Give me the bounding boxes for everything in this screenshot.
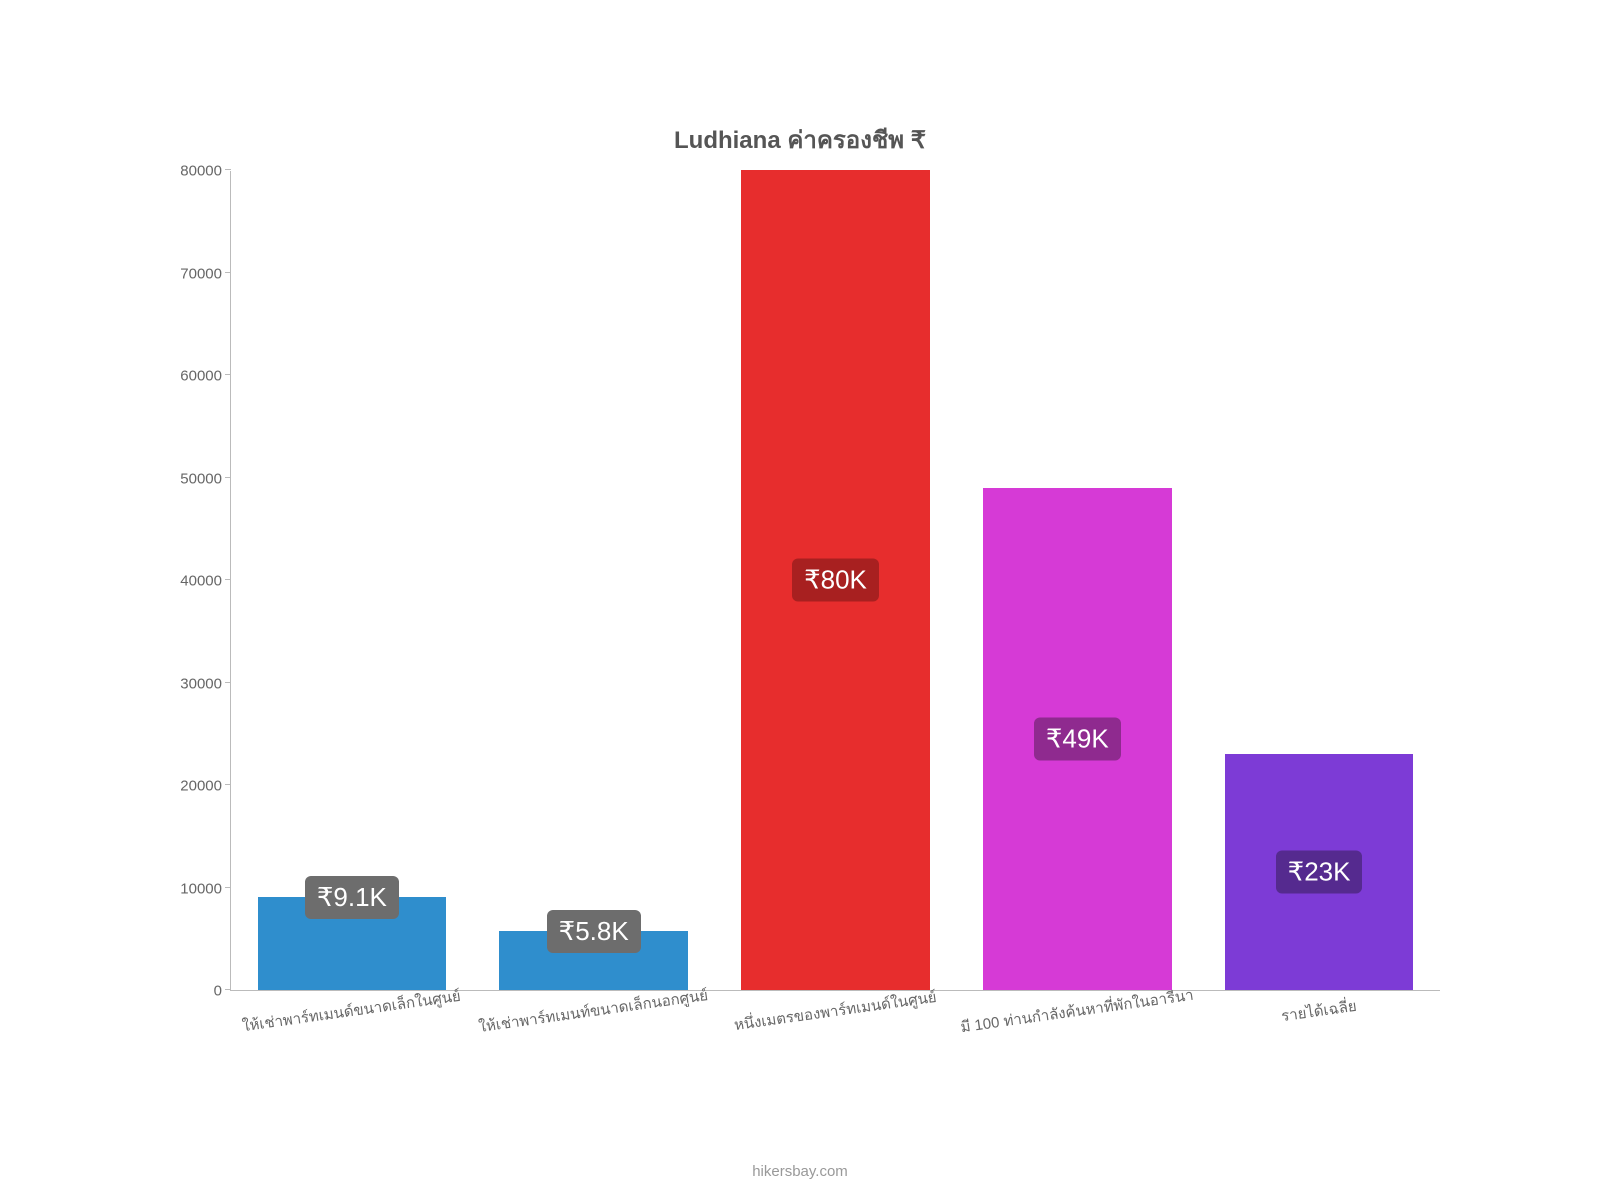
bar-value-label: ₹80K (792, 559, 879, 602)
bar-slot: ₹5.8K (473, 171, 715, 990)
x-category-label: รายได้เฉลี่ย (1280, 994, 1358, 1028)
plot-area: 0100002000030000400005000060000700008000… (160, 171, 1440, 991)
x-category-label: หนึ่งเมตรของพาร์ทเมนด์ในศูนย์ (732, 985, 938, 1037)
y-tick-label: 60000 (180, 368, 222, 385)
x-category-label: ให้เช่าพาร์ทเมนด์ขนาดเล็กในศูนย์ (240, 984, 462, 1038)
bar: ₹5.8K (499, 931, 688, 990)
bars-region: ₹9.1K ₹5.8K ₹80K ₹49K ₹23K (230, 171, 1440, 991)
bar-value-label: ₹23K (1276, 851, 1363, 894)
bar-slot: ₹80K (715, 171, 957, 990)
y-tick-label: 50000 (180, 470, 222, 487)
bar-value-label: ₹9.1K (305, 876, 399, 919)
bar: ₹23K (1225, 754, 1414, 990)
y-tick-label: 70000 (180, 265, 222, 282)
bar-slot: ₹23K (1198, 171, 1440, 990)
x-category-label: มี 100 ท่านกำลังค้นหาที่พักในอารีนา (959, 983, 1195, 1039)
y-tick-label: 10000 (180, 880, 222, 897)
chart-container: Ludhiana ค่าครองชีพ ₹ 0 10000 20000 30000 40… (160, 120, 1440, 1080)
bar-slot: ₹9.1K (231, 171, 473, 990)
bar-value-label: ₹49K (1034, 717, 1121, 760)
attribution-text: hikersbay.com (0, 1163, 1600, 1180)
y-tick-label: 40000 (180, 573, 222, 590)
bar: ₹9.1K (258, 897, 447, 990)
y-tick-label: 0 (214, 983, 222, 1000)
y-tick-label: 30000 (180, 675, 222, 692)
bar-value-label: ₹5.8K (547, 910, 641, 953)
y-tick-mark (225, 169, 231, 170)
bar-slot: ₹49K (956, 171, 1198, 990)
bar: ₹80K (741, 170, 930, 990)
chart-title: Ludhiana ค่าครองชีพ ₹ (160, 120, 1440, 159)
x-category-label: ให้เช่าพาร์ทเมนท์ขนาดเล็กนอกศูนย์ (477, 983, 709, 1039)
bar: ₹49K (983, 488, 1172, 990)
y-tick-label: 80000 (180, 163, 222, 180)
y-axis: 0100002000030000400005000060000700008000… (160, 171, 230, 991)
x-axis-labels: ให้เช่าพาร์ทเมนด์ขนาดเล็กในศูนย์ให้เช่าพ… (230, 991, 1440, 1061)
y-tick-label: 20000 (180, 778, 222, 795)
